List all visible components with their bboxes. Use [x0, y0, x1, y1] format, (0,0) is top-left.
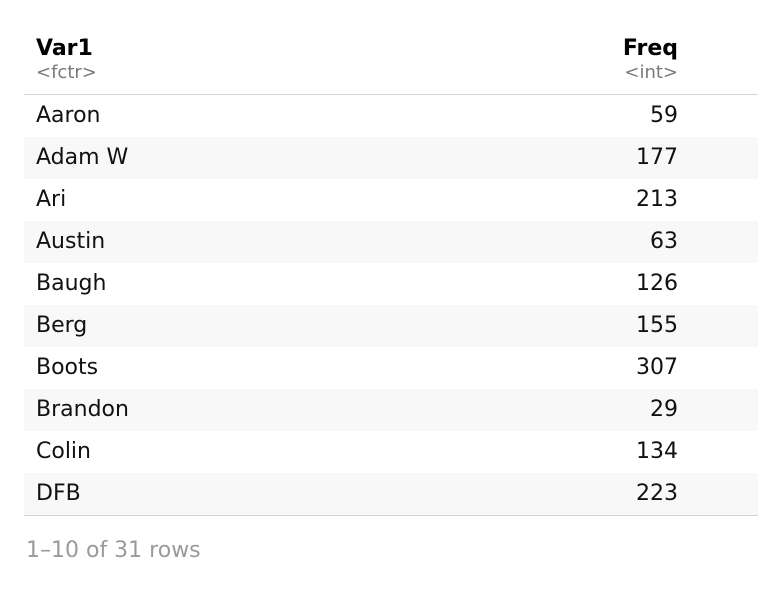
cell-freq: 63 [436, 221, 758, 263]
column-type: <int> [624, 62, 678, 83]
cell-freq: 213 [636, 187, 678, 212]
data-table: Var1 <fctr> Freq <int> Aaron 59 Adam W 1… [24, 36, 758, 516]
cell-freq: 126 [636, 271, 678, 296]
column-header-var1: Var1 <fctr> [24, 36, 436, 95]
header-row: Var1 <fctr> Freq <int> [24, 36, 758, 95]
cell-freq: 155 [436, 305, 758, 347]
cell-var1: Colin [36, 439, 91, 464]
column-type: <fctr> [36, 62, 97, 83]
cell-var1: Austin [24, 221, 436, 263]
cell-var1: Berg [24, 305, 436, 347]
column-name: Freq [622, 36, 678, 61]
cell-freq: 134 [636, 439, 678, 464]
table-row: Boots 307 [24, 347, 758, 389]
cell-freq: 177 [436, 137, 758, 179]
table-body: Aaron 59 Adam W 177 Ari 213 Austin 63 Ba… [24, 95, 758, 516]
column-header-freq: Freq <int> [436, 36, 758, 95]
row-count-info: 1–10 of 31 rows [26, 538, 201, 563]
table-row: Ari 213 [24, 179, 758, 221]
table-row: Baugh 126 [24, 263, 758, 305]
cell-freq: 307 [636, 355, 678, 380]
cell-var1: Ari [36, 187, 67, 212]
table-row: DFB 223 [24, 473, 758, 516]
table-header: Var1 <fctr> Freq <int> [24, 36, 758, 95]
cell-var1: Aaron [36, 103, 101, 128]
cell-freq: 29 [436, 389, 758, 431]
column-name: Var1 [36, 36, 93, 61]
table-row: Colin 134 [24, 431, 758, 473]
table-row: Berg 155 [24, 305, 758, 347]
cell-var1: Baugh [36, 271, 107, 296]
table-row: Aaron 59 [24, 95, 758, 138]
data-frame-viewer: Var1 <fctr> Freq <int> Aaron 59 Adam W 1… [24, 36, 758, 566]
cell-freq: 223 [436, 473, 758, 516]
cell-var1: DFB [24, 473, 436, 516]
cell-var1: Boots [36, 355, 99, 380]
table-row: Adam W 177 [24, 137, 758, 179]
cell-var1: Brandon [24, 389, 436, 431]
cell-var1: Adam W [24, 137, 436, 179]
table-row: Brandon 29 [24, 389, 758, 431]
table-row: Austin 63 [24, 221, 758, 263]
cell-freq: 59 [650, 103, 678, 128]
